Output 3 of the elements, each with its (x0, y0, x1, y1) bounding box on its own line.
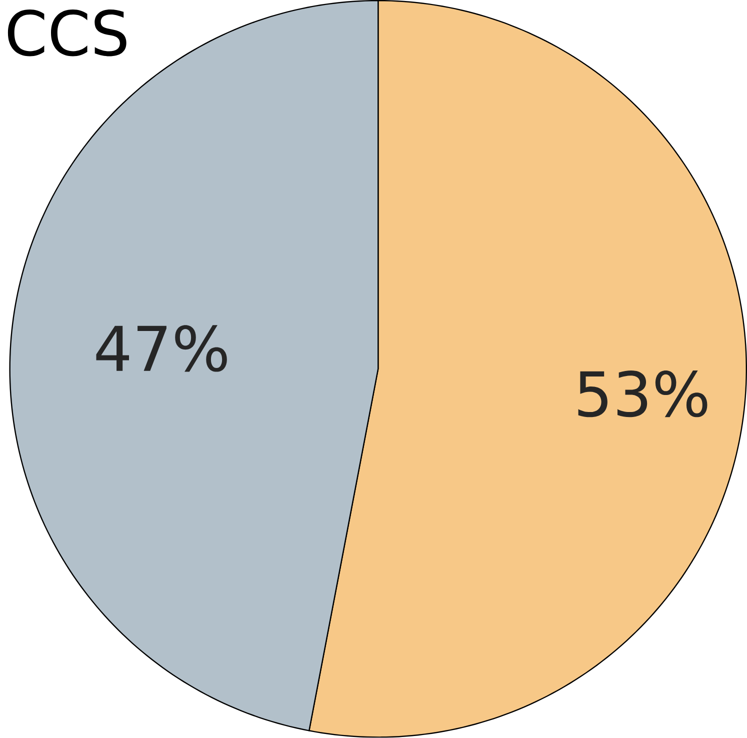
data-label: 47% (96, 325, 227, 372)
data-label: 53% (578, 370, 708, 418)
chart-title: CCS (8, 10, 126, 56)
